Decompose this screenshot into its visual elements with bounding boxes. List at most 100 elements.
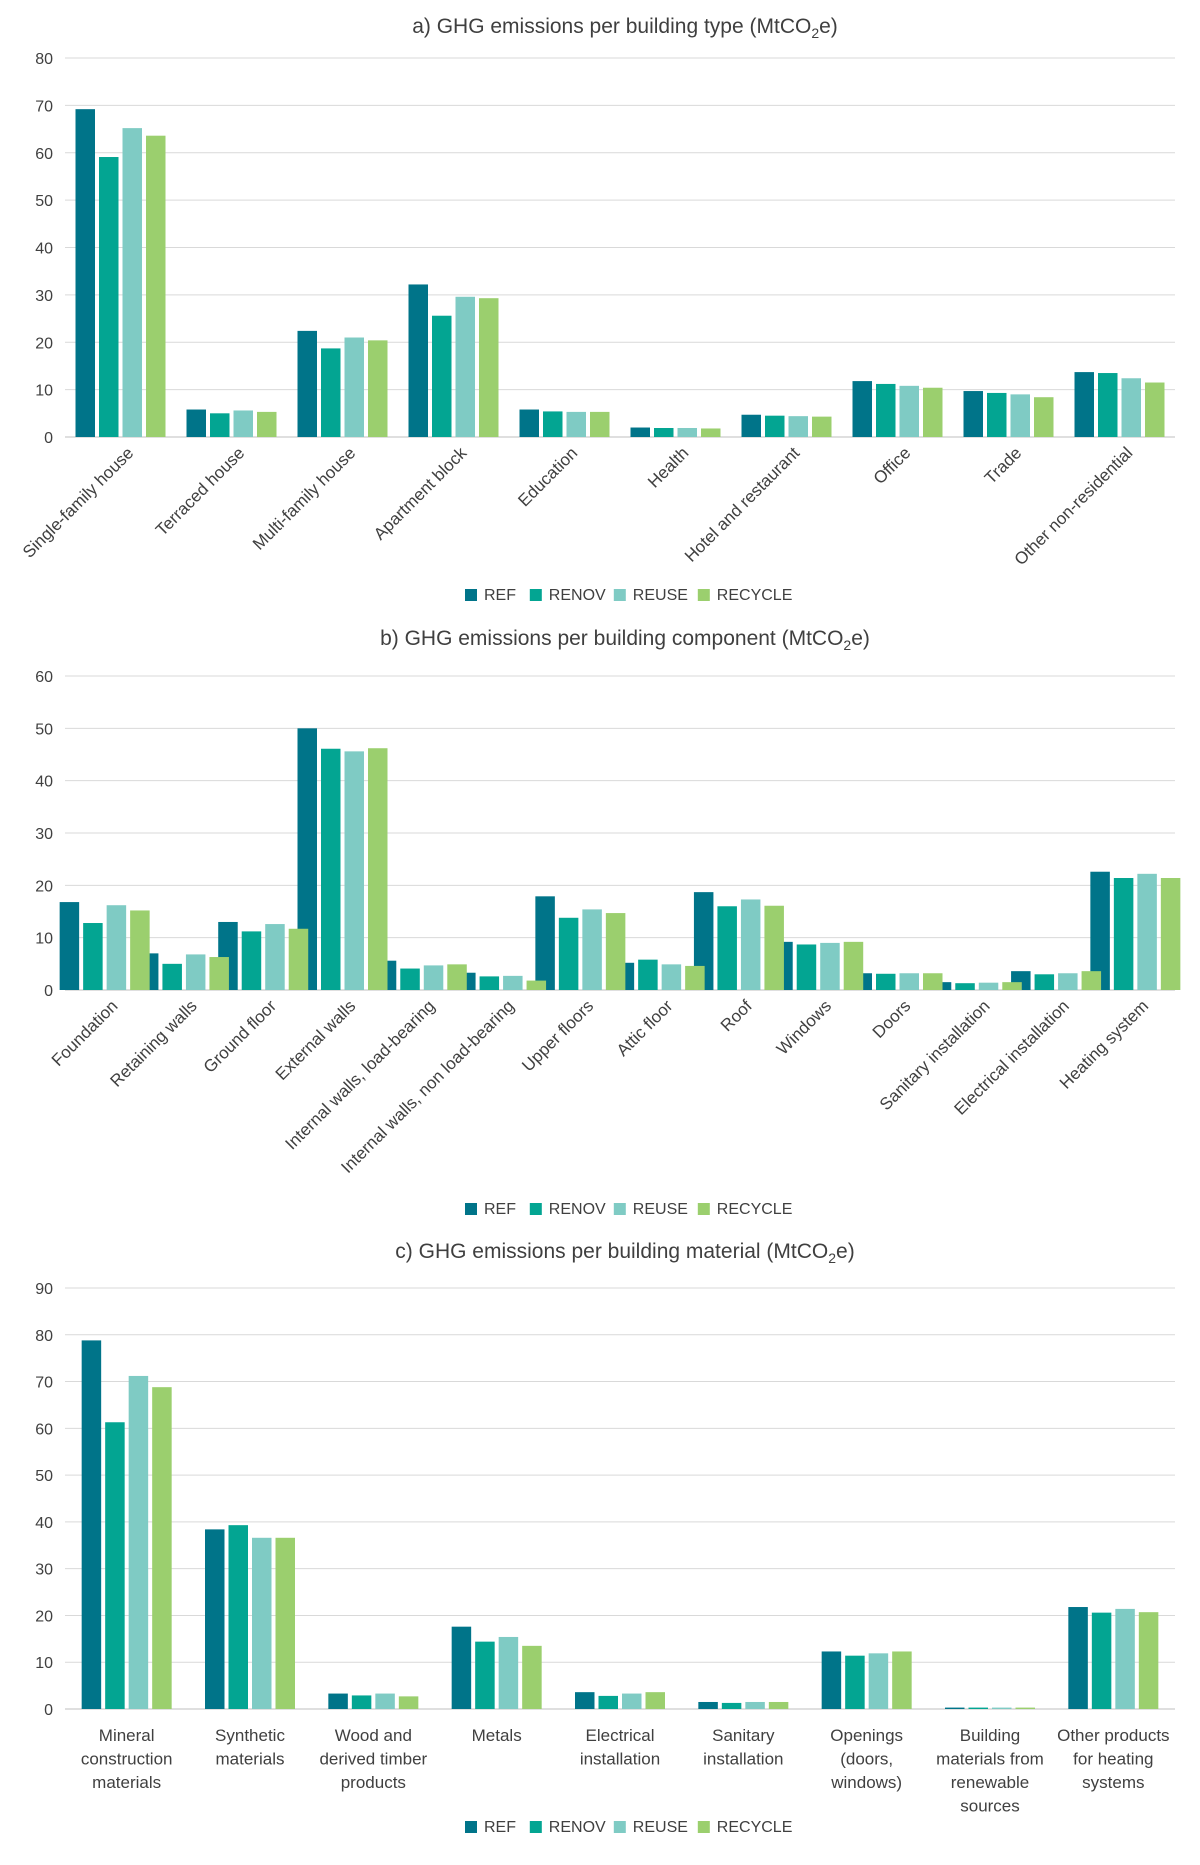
y-tick-label: 10 bbox=[35, 931, 53, 948]
category-label-line: Electrical bbox=[586, 1726, 655, 1745]
bar-reuse bbox=[978, 982, 999, 990]
bar-renov bbox=[479, 976, 500, 990]
legend: REF RENOV REUSE RECYCLE bbox=[465, 587, 792, 604]
category-label-line: installation bbox=[580, 1750, 660, 1769]
bar-reuse bbox=[265, 924, 285, 990]
category-label-line: renewable bbox=[951, 1773, 1029, 1792]
y-tick-label: 30 bbox=[35, 1562, 53, 1579]
category-label-line: derived timber bbox=[319, 1750, 427, 1769]
bar-reuse bbox=[661, 964, 682, 990]
legend-swatch-ref bbox=[465, 589, 477, 601]
bar-ref bbox=[205, 1529, 225, 1709]
category-label-line: materials from bbox=[936, 1750, 1044, 1769]
bar-reuse bbox=[375, 1693, 395, 1709]
category-label: Roof bbox=[717, 996, 756, 1035]
chart-title-main: b) GHG emissions per building component … bbox=[380, 627, 843, 650]
bar-ref bbox=[451, 1626, 472, 1709]
bar-reuse bbox=[503, 975, 523, 990]
y-tick-label: 50 bbox=[35, 1468, 53, 1485]
bar-recycle bbox=[1145, 382, 1165, 437]
bar-renov bbox=[321, 348, 341, 437]
bar-recycle bbox=[1015, 1707, 1035, 1709]
category-label-line: for heating bbox=[1073, 1750, 1153, 1769]
chart-title: a) GHG emissions per building type (MtCO… bbox=[412, 15, 838, 41]
legend-label: REUSE bbox=[633, 1819, 688, 1836]
bar-recycle bbox=[590, 411, 610, 437]
bar-ref bbox=[821, 1651, 842, 1709]
y-tick-label: 80 bbox=[35, 1328, 53, 1345]
legend-swatch-reuse bbox=[613, 589, 626, 601]
bar-recycle bbox=[368, 748, 388, 990]
bar-ref bbox=[630, 427, 650, 437]
bar-reuse bbox=[740, 899, 761, 990]
bar-reuse bbox=[423, 965, 444, 990]
bar-recycle bbox=[275, 1537, 295, 1709]
bar-renov bbox=[654, 427, 674, 437]
category-label: Upper floors bbox=[518, 996, 597, 1075]
category-label-line: Building bbox=[960, 1726, 1021, 1745]
y-tick-label: 30 bbox=[35, 288, 53, 305]
category-label: Office bbox=[870, 443, 915, 488]
bar-ref bbox=[186, 409, 206, 437]
y-tick-label: 20 bbox=[35, 1608, 53, 1625]
bar-renov bbox=[796, 944, 817, 990]
bar-recycle bbox=[209, 957, 229, 990]
category-label: Mineral construction materials bbox=[81, 1726, 173, 1792]
bar-ref bbox=[693, 892, 714, 990]
bar-renov bbox=[321, 748, 341, 990]
legend-swatch-recycle bbox=[697, 589, 710, 601]
bar-renov bbox=[968, 1707, 988, 1709]
category-label: Windows bbox=[773, 996, 835, 1058]
bar-recycle bbox=[1002, 982, 1022, 990]
bar-renov bbox=[432, 315, 452, 437]
bar-reuse bbox=[622, 1693, 642, 1709]
legend-swatch-renov bbox=[529, 1821, 542, 1833]
category-label: Building materials from renewable sources bbox=[936, 1726, 1044, 1816]
bar-renov bbox=[228, 1525, 248, 1709]
bar-reuse bbox=[185, 954, 206, 990]
bar-renov bbox=[543, 411, 563, 437]
chart-a: a) GHG emissions per building type (MtCO… bbox=[19, 15, 1175, 604]
legend-swatch-recycle bbox=[697, 1821, 710, 1833]
bar-ref bbox=[408, 284, 428, 437]
bar-ref bbox=[1090, 871, 1110, 990]
y-tick-label: 30 bbox=[35, 826, 53, 843]
bar-reuse bbox=[122, 128, 142, 438]
legend-swatch-reuse bbox=[613, 1203, 626, 1215]
category-label: Wood and derived timber products bbox=[319, 1726, 427, 1792]
category-label-line: sources bbox=[960, 1797, 1020, 1816]
category-label-line: construction bbox=[81, 1750, 173, 1769]
category-label-line: installation bbox=[703, 1750, 783, 1769]
category-label-line: materials bbox=[92, 1773, 161, 1792]
bar-reuse bbox=[820, 942, 840, 990]
bar-renov bbox=[99, 157, 119, 438]
bar-recycle bbox=[257, 411, 277, 437]
chart-title-subscript: 2 bbox=[843, 637, 851, 653]
y-tick-label: 70 bbox=[35, 98, 53, 115]
category-label-line: products bbox=[341, 1773, 406, 1792]
category-label: Metals bbox=[472, 1726, 522, 1745]
legend-swatch-ref bbox=[465, 1203, 477, 1215]
bar-renov bbox=[475, 1641, 495, 1709]
bar-reuse bbox=[455, 296, 475, 437]
bar-recycle bbox=[812, 416, 832, 437]
category-label: External walls bbox=[272, 996, 360, 1084]
bar-ref bbox=[59, 902, 80, 990]
category-label: Health bbox=[644, 443, 692, 491]
category-label: Internal walls, load-bearing bbox=[282, 996, 439, 1153]
category-label-line: Sanitary bbox=[712, 1726, 775, 1745]
category-label: Hotel and restaurant bbox=[681, 443, 804, 566]
bar-renov bbox=[765, 415, 785, 437]
bar-recycle bbox=[522, 1645, 542, 1709]
chart-title-main: a) GHG emissions per building type (MtCO bbox=[412, 15, 811, 38]
bar-reuse bbox=[252, 1537, 272, 1709]
category-label-line: (doors, bbox=[840, 1750, 893, 1769]
chart-title-main: c) GHG emissions per building material (… bbox=[395, 1240, 828, 1263]
bar-renov bbox=[598, 1695, 618, 1709]
bar-reuse bbox=[1121, 378, 1141, 437]
category-label: Education bbox=[514, 443, 581, 510]
category-label: Other non-residential bbox=[1011, 443, 1137, 569]
bar-recycle bbox=[1160, 878, 1181, 990]
y-tick-label: 50 bbox=[35, 721, 53, 738]
